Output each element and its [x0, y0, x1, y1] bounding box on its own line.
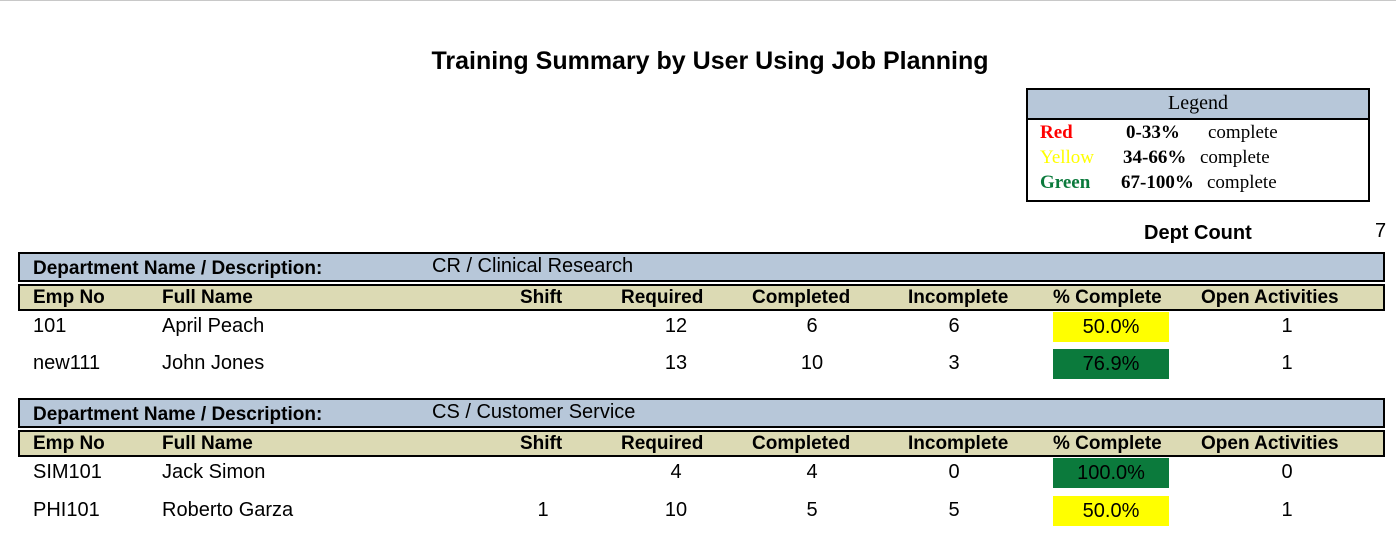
column-header-row: Emp No Full Name Shift Required Complete…: [18, 430, 1385, 457]
col-incomplete: Incomplete: [908, 433, 1009, 454]
legend-row-green: Green 67-100% complete: [1028, 170, 1368, 195]
dept-count-value: 7: [1375, 220, 1387, 242]
legend-box: Legend Red 0-33% complete Yellow 34-66% …: [1026, 88, 1370, 202]
department-label: Department Name / Description:: [33, 404, 323, 425]
legend-title: Legend: [1028, 90, 1368, 120]
col-open-activities: Open Activities: [1201, 287, 1339, 308]
completed-cell: 4: [806, 461, 818, 483]
open-activities-cell: 0: [1281, 461, 1293, 483]
full-name-cell: Jack Simon: [162, 461, 266, 483]
full-name-cell: John Jones: [162, 352, 265, 374]
required-cell: 12: [664, 315, 688, 337]
report-title: Training Summary by User Using Job Plann…: [431, 47, 989, 75]
col-pct-complete: % Complete: [1053, 433, 1162, 454]
col-emp-no: Emp No: [33, 433, 105, 454]
incomplete-cell: 6: [948, 315, 960, 337]
legend-color-name: Green: [1040, 172, 1091, 193]
full-name-cell: April Peach: [162, 315, 265, 337]
required-cell: 4: [670, 461, 682, 483]
col-shift: Shift: [520, 287, 563, 308]
incomplete-cell: 3: [948, 352, 960, 374]
required-cell: 10: [664, 499, 688, 521]
legend-label: complete: [1200, 147, 1270, 168]
col-emp-no: Emp No: [33, 287, 105, 308]
department-name: CR / Clinical Research: [432, 255, 634, 277]
legend-row-yellow: Yellow 34-66% complete: [1028, 145, 1368, 170]
open-activities-cell: 1: [1281, 352, 1293, 374]
legend-range: 34-66%: [1123, 147, 1187, 168]
col-required: Required: [621, 287, 704, 308]
col-completed: Completed: [752, 287, 851, 308]
completed-cell: 5: [806, 499, 818, 521]
required-cell: 13: [664, 352, 688, 374]
incomplete-cell: 5: [948, 499, 960, 521]
top-divider: [0, 0, 1396, 1]
legend-range: 67-100%: [1121, 172, 1194, 193]
emp-no-cell: new111: [33, 352, 101, 374]
col-full-name: Full Name: [162, 287, 253, 308]
legend-color-name: Yellow: [1040, 147, 1095, 168]
emp-no-cell: PHI101: [33, 499, 100, 521]
open-activities-cell: 1: [1281, 499, 1293, 521]
pct-complete-badge: 100.0%: [1053, 458, 1169, 488]
col-pct-complete: % Complete: [1053, 287, 1162, 308]
incomplete-cell: 0: [948, 461, 960, 483]
col-required: Required: [621, 433, 704, 454]
pct-complete-badge: 50.0%: [1053, 312, 1169, 342]
legend-label: complete: [1207, 172, 1277, 193]
emp-no-cell: SIM101: [33, 461, 102, 483]
completed-cell: 10: [800, 352, 824, 374]
legend-row-red: Red 0-33% complete: [1028, 120, 1368, 145]
department-label: Department Name / Description:: [33, 258, 323, 279]
col-open-activities: Open Activities: [1201, 433, 1339, 454]
col-shift: Shift: [520, 433, 563, 454]
col-completed: Completed: [752, 433, 851, 454]
dept-count-label: Dept Count: [1144, 222, 1252, 244]
legend-color-name: Red: [1040, 122, 1073, 143]
legend-label: complete: [1208, 122, 1278, 143]
col-incomplete: Incomplete: [908, 287, 1009, 308]
pct-complete-badge: 50.0%: [1053, 496, 1169, 526]
full-name-cell: Roberto Garza: [162, 499, 294, 521]
emp-no-cell: 101: [33, 315, 67, 337]
col-full-name: Full Name: [162, 433, 253, 454]
department-header: Department Name / Description: CS / Cust…: [18, 398, 1385, 428]
column-header-row: Emp No Full Name Shift Required Complete…: [18, 284, 1385, 311]
shift-cell: 1: [537, 499, 549, 521]
completed-cell: 6: [806, 315, 818, 337]
open-activities-cell: 1: [1281, 315, 1293, 337]
department-name: CS / Customer Service: [432, 401, 636, 423]
department-header: Department Name / Description: CR / Clin…: [18, 252, 1385, 282]
pct-complete-badge: 76.9%: [1053, 349, 1169, 379]
legend-range: 0-33%: [1126, 122, 1180, 143]
